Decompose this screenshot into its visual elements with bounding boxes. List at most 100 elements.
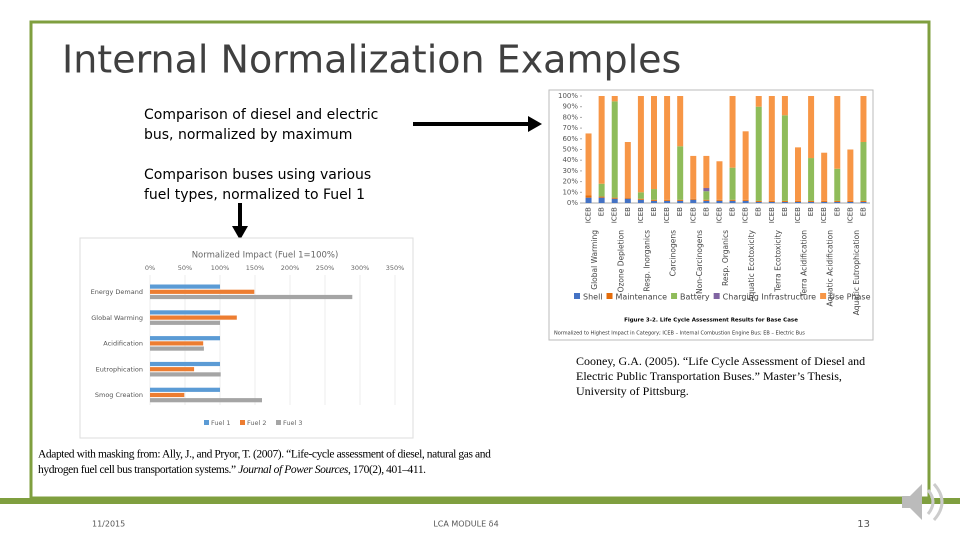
bar xyxy=(150,315,237,320)
x-tick-label: 200% xyxy=(281,264,300,272)
group-label: Terra Ecotoxicity xyxy=(773,229,782,292)
bar-segment xyxy=(585,197,592,203)
x-tick-label: ICEB xyxy=(820,207,828,223)
bar xyxy=(150,294,353,300)
bar-segment xyxy=(821,152,828,201)
bar-segment xyxy=(847,201,854,203)
bar-segment xyxy=(611,198,618,203)
group-label: Non-Carcinogens xyxy=(695,230,704,294)
y-tick-label: Smog Creation xyxy=(95,391,143,399)
x-tick-label: EB xyxy=(598,207,606,216)
bar-segment xyxy=(703,200,710,203)
x-tick-label: EB xyxy=(781,207,789,216)
bar-segment xyxy=(808,201,815,203)
bar-segment xyxy=(768,201,775,203)
x-tick-label: EB xyxy=(859,207,867,216)
legend-swatch xyxy=(276,420,281,425)
speaker-icon xyxy=(902,483,944,521)
y-tick-label: 40% xyxy=(562,156,578,164)
chart-caption: Figure 3-2. Life Cycle Assessment Result… xyxy=(624,318,798,324)
bar-segment xyxy=(742,131,749,200)
x-tick-label: EB xyxy=(755,207,763,216)
bar xyxy=(150,310,220,315)
bar xyxy=(150,361,220,367)
bar-segment xyxy=(637,198,644,200)
bar-segment xyxy=(690,199,697,203)
bar-segment xyxy=(834,96,841,169)
x-tick-label: ICEB xyxy=(637,207,645,223)
bar-segment xyxy=(677,96,684,147)
bar-segment xyxy=(768,200,775,202)
bar-segment xyxy=(781,96,788,116)
y-tick-label: 90% xyxy=(562,103,578,111)
bar-segment xyxy=(847,200,854,202)
group-label: Resp. Inorganics xyxy=(642,230,651,292)
legend-label: Fuel 2 xyxy=(247,419,267,427)
legend-label: Shell xyxy=(583,293,603,302)
x-tick-label: 300% xyxy=(351,264,370,272)
bar-segment xyxy=(677,199,684,201)
bar-segment xyxy=(834,168,841,201)
x-tick-label: ICEB xyxy=(663,207,671,223)
bar-segment xyxy=(624,198,631,203)
bar xyxy=(150,320,220,325)
x-tick-label: ICEB xyxy=(742,207,750,223)
citation: Cooney, G.A. (2005). “Life Cycle Assessm… xyxy=(576,354,865,368)
note: Comparison of diesel and electric xyxy=(144,107,378,123)
x-tick-label: ICEB xyxy=(611,207,619,223)
bar-segment xyxy=(860,142,867,201)
y-tick-label: 20% xyxy=(562,178,578,186)
bar-segment xyxy=(834,201,841,203)
y-tick-label: 10% xyxy=(562,188,578,196)
citation: University of Pittsburg. xyxy=(576,384,689,398)
legend-label: Battery xyxy=(680,293,710,302)
bar-segment xyxy=(781,115,788,201)
y-tick-label: Energy Demand xyxy=(91,288,143,296)
bar-segment xyxy=(624,142,631,198)
x-tick-label: ICEB xyxy=(585,207,593,223)
bar-segment xyxy=(637,192,644,199)
bar-segment xyxy=(781,201,788,203)
group-label: Aquatic Ecotoxicity xyxy=(747,229,756,301)
x-tick-label: 350% xyxy=(386,264,405,272)
bar-segment xyxy=(755,106,762,201)
bar-segment xyxy=(729,167,736,200)
bar-segment xyxy=(611,101,618,198)
bar xyxy=(150,398,262,403)
bar-segment xyxy=(860,201,867,203)
legend-swatch xyxy=(240,420,245,425)
y-tick-label: 80% xyxy=(562,113,578,121)
bar xyxy=(150,289,255,294)
bar xyxy=(150,346,204,351)
bar-segment xyxy=(860,200,867,202)
bar xyxy=(150,387,220,392)
bar xyxy=(150,367,195,372)
bar-segment xyxy=(768,96,775,201)
bar-segment xyxy=(677,200,684,203)
bar-segment xyxy=(703,199,710,201)
bar-segment xyxy=(611,96,618,102)
bar-segment xyxy=(716,199,723,201)
legend-swatch xyxy=(713,293,720,299)
bar-segment xyxy=(637,96,644,193)
bar-segment xyxy=(703,155,710,189)
bar-segment xyxy=(781,200,788,202)
bar-segment xyxy=(703,191,710,200)
bar-segment xyxy=(742,199,749,201)
x-tick-label: EB xyxy=(624,207,632,216)
x-tick-label: ICEB xyxy=(768,207,776,223)
x-tick-label: 100% xyxy=(211,264,230,272)
y-tick-label: 0% xyxy=(567,199,578,207)
group-label: Ozone Depletion xyxy=(616,230,625,293)
legend-swatch xyxy=(606,293,613,299)
bar-segment xyxy=(795,147,801,201)
y-tick-label: 70% xyxy=(562,124,578,132)
note: bus, normalized by maximum xyxy=(144,127,352,143)
bar-segment xyxy=(664,200,671,203)
bar xyxy=(150,336,220,341)
bar-segment xyxy=(755,96,762,107)
x-tick-label: EB xyxy=(702,207,710,216)
group-label: Terra Acidification xyxy=(800,230,809,298)
note: Comparison buses using various xyxy=(144,167,371,183)
slide-title: Internal Normalization Examples xyxy=(62,38,681,82)
